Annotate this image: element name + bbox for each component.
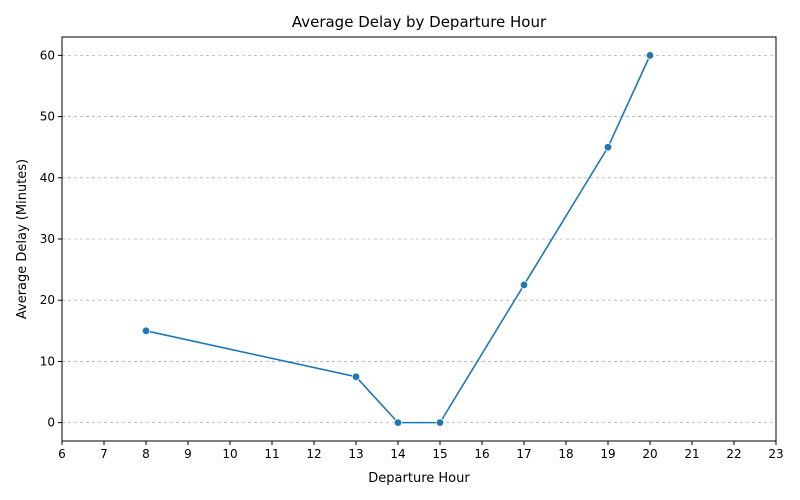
x-tick-label: 15 xyxy=(432,447,447,461)
data-point xyxy=(435,418,445,427)
y-tick-label: 10 xyxy=(40,354,55,368)
y-axis: 0 10 20 30 40 50 60 xyxy=(40,48,62,430)
y-tick-label: 40 xyxy=(40,171,55,185)
y-tick-label: 0 xyxy=(47,416,55,430)
x-tick-label: 22 xyxy=(726,447,741,461)
x-tick-label: 16 xyxy=(474,447,489,461)
data-point xyxy=(393,418,403,427)
x-tick-label: 23 xyxy=(768,447,783,461)
y-tick-label: 50 xyxy=(40,110,55,124)
x-tick-label: 10 xyxy=(222,447,237,461)
x-tick-label: 20 xyxy=(642,447,657,461)
x-tick-label: 12 xyxy=(306,447,321,461)
x-axis-label: Departure Hour xyxy=(368,471,470,486)
x-tick-label: 9 xyxy=(184,447,192,461)
x-tick-label: 13 xyxy=(348,447,363,461)
data-point xyxy=(603,142,613,152)
y-tick-label: 60 xyxy=(40,48,55,62)
y-tick-label: 20 xyxy=(40,293,55,307)
data-point xyxy=(645,51,655,60)
x-tick-label: 21 xyxy=(684,447,699,461)
x-axis: 6 7 8 9 10 11 12 13 14 15 16 17 18 19 20 21 22 23 xyxy=(58,441,784,461)
x-tick-label: 14 xyxy=(390,447,405,461)
x-tick-label: 11 xyxy=(264,447,279,461)
grid-lines xyxy=(62,54,776,424)
y-tick-label: 30 xyxy=(40,232,55,246)
chart-title: Average Delay by Departure Hour xyxy=(292,13,547,31)
x-tick-label: 6 xyxy=(58,447,66,461)
y-axis-label: Average Delay (Minutes) xyxy=(15,159,30,319)
data-point xyxy=(141,326,151,336)
x-tick-label: 18 xyxy=(558,447,573,461)
data-point xyxy=(519,280,529,290)
x-tick-label: 17 xyxy=(516,447,531,461)
x-tick-label: 7 xyxy=(100,447,108,461)
x-tick-label: 8 xyxy=(142,447,150,461)
series-group xyxy=(141,51,655,427)
data-point xyxy=(351,372,361,381)
x-tick-label: 19 xyxy=(600,447,615,461)
